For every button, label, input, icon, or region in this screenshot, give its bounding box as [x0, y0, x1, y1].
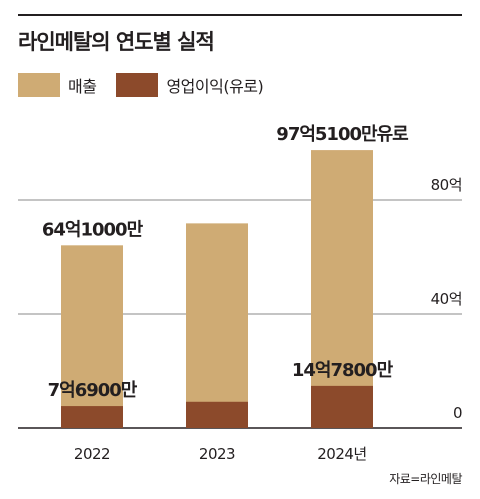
x-tick-label: 2022: [74, 445, 110, 463]
revenue-bar: [311, 150, 373, 428]
revenue-bar: [61, 245, 123, 428]
source-note: 자료=라인메탈: [389, 472, 462, 486]
legend-swatch-operating-profit: [116, 73, 159, 97]
x-tick-label: 2024년: [317, 445, 366, 463]
data-label: 7억6900만: [48, 380, 138, 401]
operating-profit-bar: [311, 385, 373, 428]
legend-item-revenue: 매출: [18, 73, 97, 97]
x-tick-label: 2023: [199, 445, 235, 463]
operating-profit-bar: [61, 406, 123, 428]
data-label: 97억5100만유로: [276, 124, 408, 145]
y-tick-label: 40억: [431, 290, 462, 308]
legend-label-revenue: 매출: [68, 77, 97, 96]
data-label: 64억1000만: [42, 219, 144, 240]
operating-profit-bar: [186, 401, 248, 428]
y-tick-label: 0: [453, 404, 462, 422]
legend-swatch-revenue: [18, 73, 60, 97]
top-rule: [18, 14, 462, 16]
y-tick-label: 80억: [431, 176, 462, 194]
legend-label-operating-profit: 영업이익(유로): [166, 77, 264, 96]
chart-title: 라인메탈의 연도별 실적: [18, 30, 215, 54]
data-label: 14억7800만: [292, 360, 394, 381]
revenue-bar: [186, 223, 248, 428]
legend-item-operating-profit: 영업이익(유로): [116, 73, 264, 97]
legend: 매출 영업이익(유로): [18, 72, 283, 98]
